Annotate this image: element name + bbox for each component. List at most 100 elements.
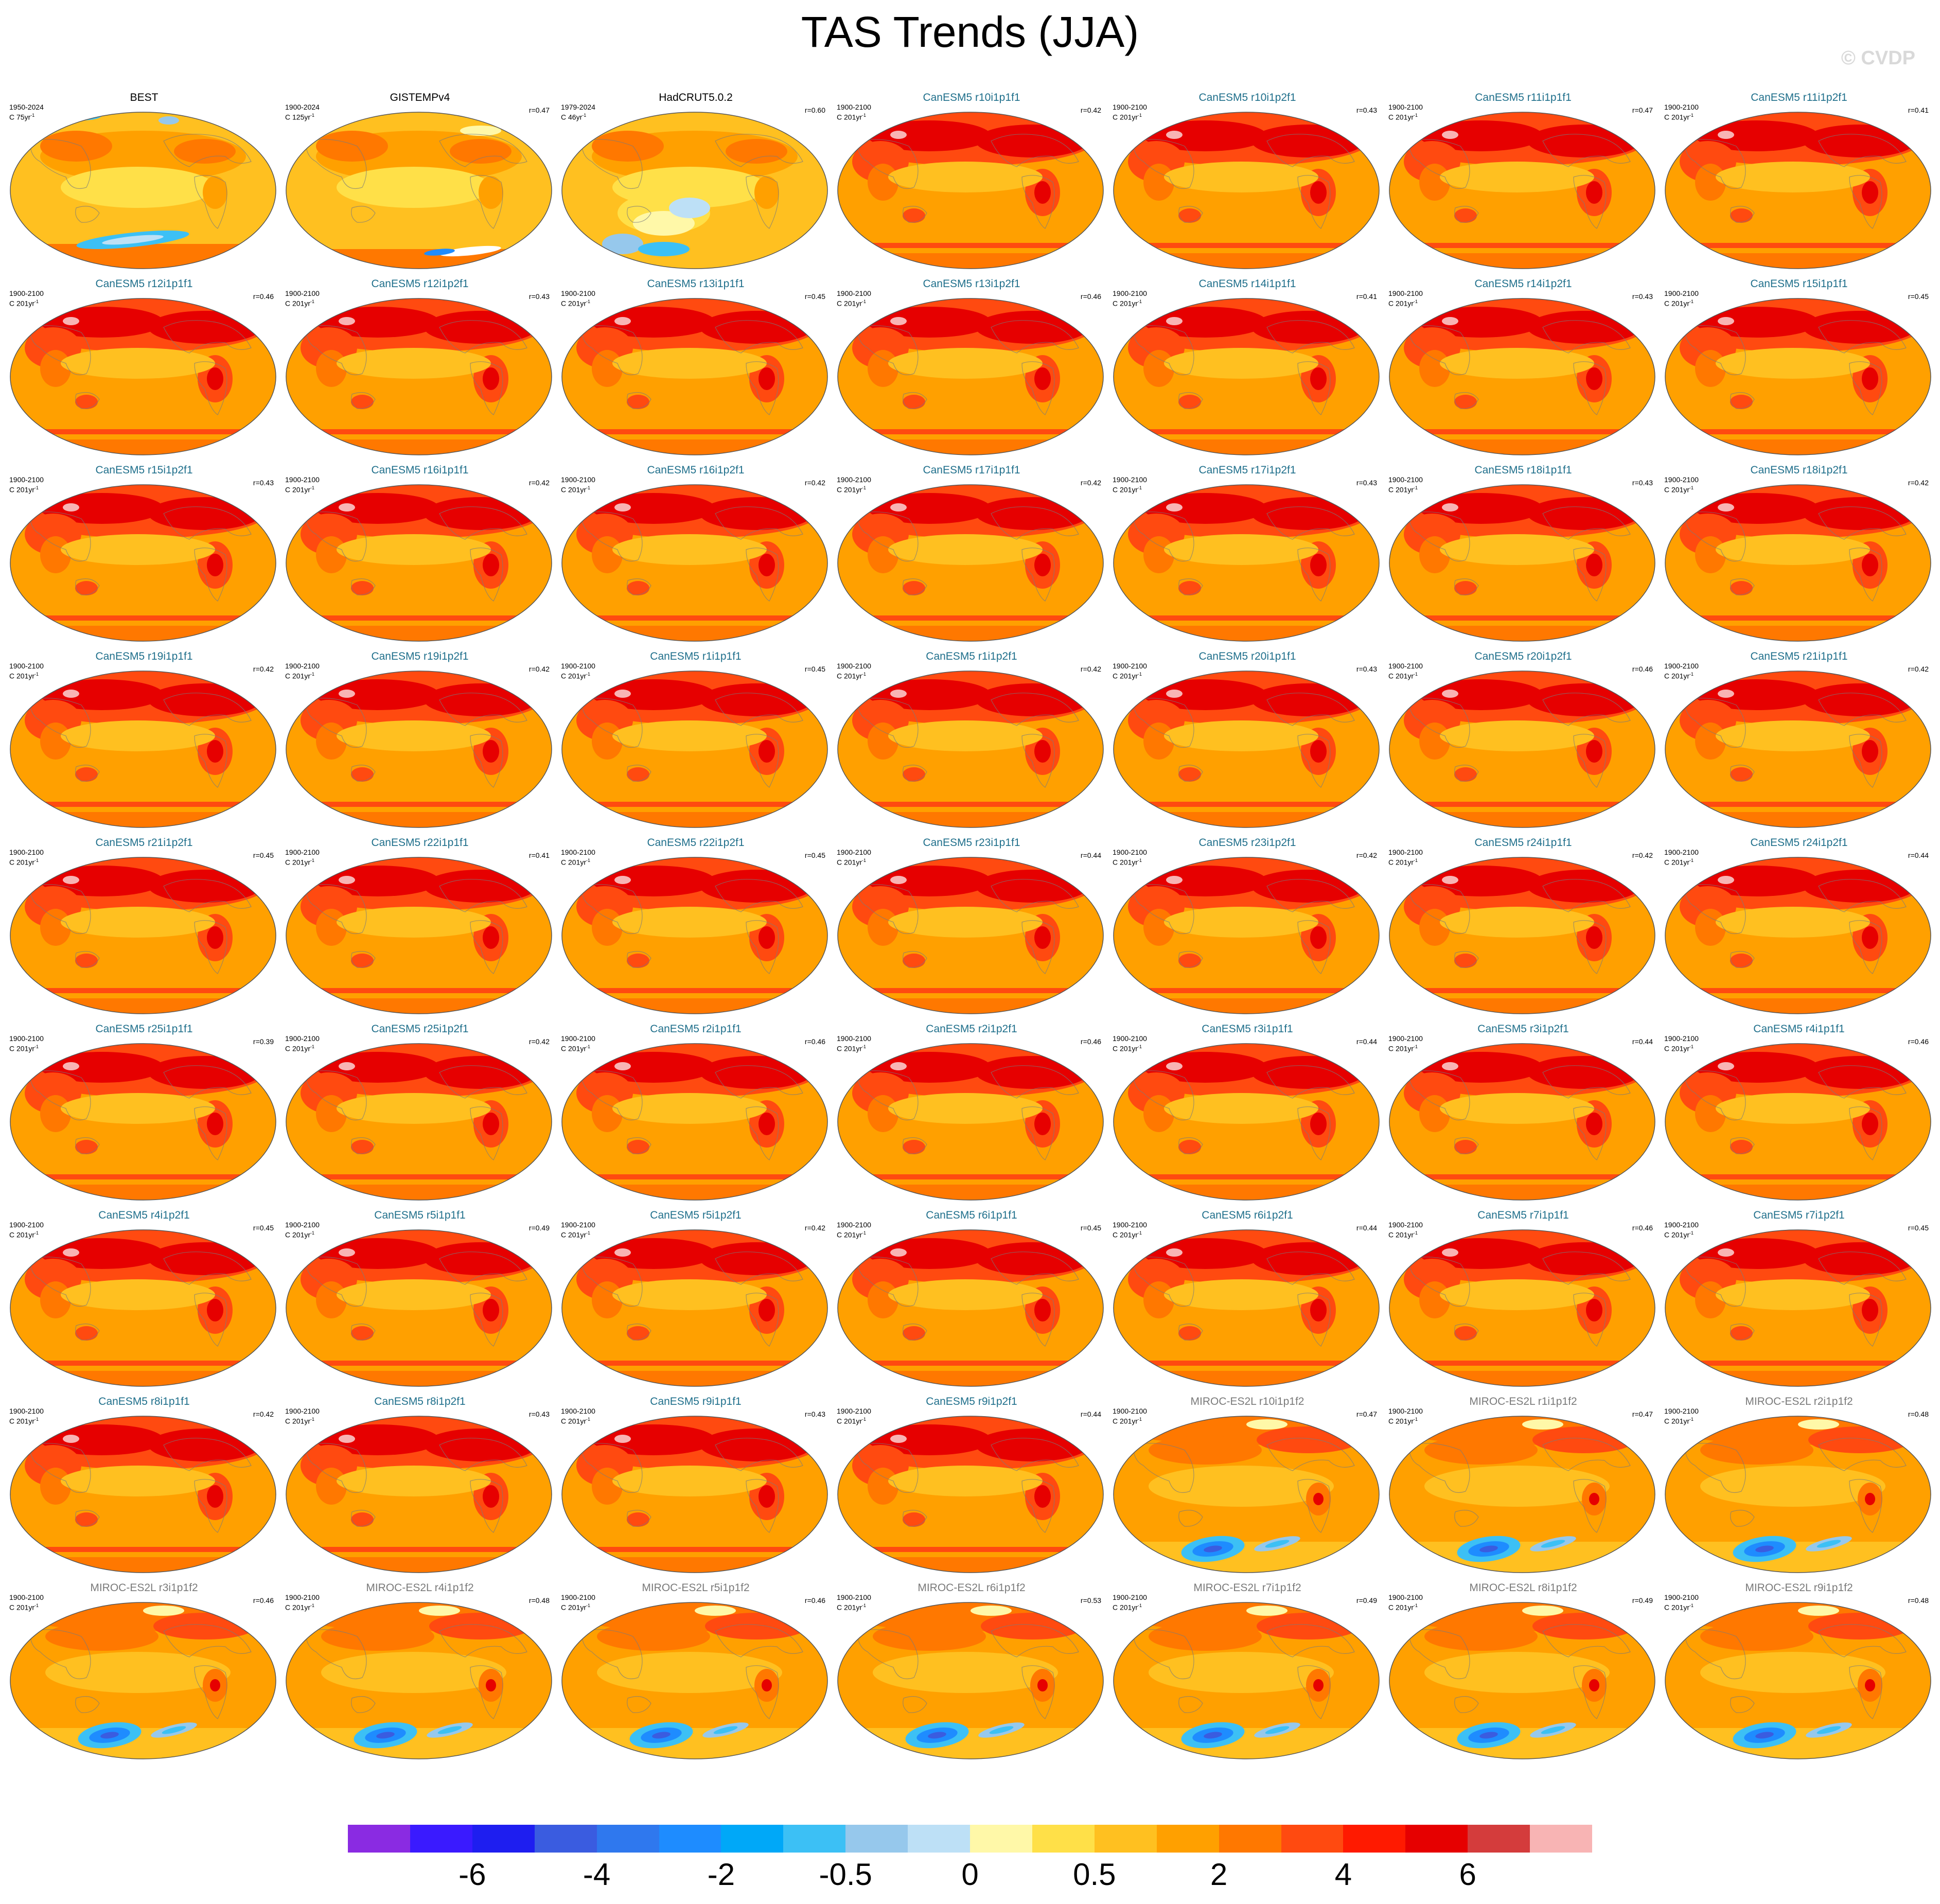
panel-period: 1900-2100 C 201yr-1 (1664, 1034, 1699, 1053)
panel-period-years: 1900-2100 (837, 103, 871, 111)
trend-map (837, 1416, 1104, 1573)
panel-period: 1979-2024 C 46yr-1 (561, 103, 595, 121)
panel-title: CanESM5 r4i1p1f1 (1753, 1023, 1845, 1035)
panel-period: 1900-2100 C 201yr-1 (837, 662, 871, 680)
trend-map (1389, 1043, 1655, 1201)
trend-map (286, 1043, 552, 1201)
trend-map (1665, 1229, 1931, 1387)
panel-correlation: r=0.46 (1632, 665, 1653, 673)
panel-units-text: C 201yr (9, 485, 35, 494)
panel-period-years: 1900-2100 (837, 289, 871, 297)
trend-map (1113, 1043, 1380, 1201)
map-panel: CanESM5 r16i1p2f1 1900-2100 C 201yr-1 r=0.4… (558, 464, 834, 650)
map-panel: CanESM5 r15i1p1f1 1900-2100 C 201yr-1 r=0.4… (1661, 278, 1937, 464)
panel-units-exponent: -1 (1689, 299, 1694, 304)
panel-title: CanESM5 r17i1p1f1 (923, 464, 1020, 476)
panel-units-exponent: -1 (586, 485, 591, 490)
panel-period-years: 1900-2100 (285, 1407, 320, 1415)
panel-correlation: r=0.47 (1632, 1410, 1653, 1418)
panel-units-text: C 201yr (285, 1417, 311, 1425)
map-panel: CanESM5 r17i1p1f1 1900-2100 C 201yr-1 r=0.4… (834, 464, 1109, 650)
panel-correlation: r=0.45 (804, 292, 825, 301)
panel-units-exponent: -1 (862, 113, 867, 118)
trend-map (286, 484, 552, 642)
trend-map (837, 112, 1104, 269)
panel-correlation: r=0.43 (804, 1410, 825, 1418)
map-panel: MIROC-ES2L r4i1p1f2 1900-2100 C 201yr-1 r=0… (282, 1582, 558, 1768)
panel-units-exponent: -1 (586, 1603, 591, 1608)
panel-units-exponent: -1 (310, 299, 315, 304)
panel-units-text: C 201yr (561, 858, 587, 867)
panel-units-exponent: -1 (1689, 1044, 1694, 1049)
panel-units-text: C 201yr (9, 672, 35, 680)
panel-period: 1900-2100 C 201yr-1 (285, 475, 320, 494)
map-panel: CanESM5 r18i1p2f1 1900-2100 C 201yr-1 r=0.4… (1661, 464, 1937, 650)
panel-period: 1900-2100 C 201yr-1 (285, 1221, 320, 1239)
panel-period-years: 1950-2024 (9, 103, 44, 111)
panel-correlation: r=0.46 (1080, 292, 1101, 301)
trend-map (10, 298, 276, 455)
map-panel: CanESM5 r2i1p1f1 1900-2100 C 201yr-1 r=0.46 (558, 1023, 834, 1209)
panel-period-years: 1900-2100 (1388, 662, 1423, 670)
panel-period-years: 1900-2100 (1664, 1407, 1699, 1415)
trend-map (1665, 298, 1931, 455)
panel-units-text: C 201yr (1388, 1603, 1414, 1612)
panel-title: CanESM5 r1i1p1f1 (650, 650, 742, 662)
panel-title: CanESM5 r20i1p1f1 (1198, 650, 1296, 662)
panel-units-text: C 201yr (1113, 1417, 1138, 1425)
panel-period-years: 1900-2100 (1113, 1034, 1147, 1043)
colorbar-swatch (659, 1825, 721, 1853)
panel-period-years: 1900-2100 (9, 662, 44, 670)
trend-map (561, 1416, 828, 1573)
panel-units: C 125yr-1 (285, 111, 320, 121)
map-panel: CanESM5 r14i1p1f1 1900-2100 C 201yr-1 r=0.4… (1109, 278, 1385, 464)
panel-correlation: r=0.47 (1356, 1410, 1377, 1418)
panel-period: 1900-2100 C 201yr-1 (285, 662, 320, 680)
panel-title: CanESM5 r3i1p1f1 (1202, 1023, 1293, 1035)
panel-correlation: r=0.42 (528, 1037, 550, 1046)
panel-units-text: C 201yr (9, 1417, 35, 1425)
panel-units: C 201yr-1 (285, 484, 320, 494)
panel-units-text: C 201yr (1664, 485, 1690, 494)
colorbar-swatch (970, 1825, 1033, 1853)
panel-period: 1900-2100 C 201yr-1 (285, 289, 320, 308)
panel-units-exponent: -1 (1689, 672, 1694, 677)
map-panel: CanESM5 r23i1p1f1 1900-2100 C 201yr-1 r=0.4… (834, 837, 1109, 1023)
map-panel: CanESM5 r24i1p2f1 1900-2100 C 201yr-1 r=0.4… (1661, 837, 1937, 1023)
panel-units: C 201yr-1 (9, 1415, 44, 1425)
panel-period: 1900-2100 C 201yr-1 (837, 848, 871, 867)
trend-map (561, 1229, 828, 1387)
panel-units: C 201yr-1 (285, 1601, 320, 1612)
panel-period-years: 1900-2100 (1388, 1034, 1423, 1043)
trend-map (561, 1602, 828, 1759)
trend-map (1113, 484, 1380, 642)
map-panel: CanESM5 r3i1p2f1 1900-2100 C 201yr-1 r=0.44 (1385, 1023, 1661, 1209)
panel-units-exponent: -1 (1414, 1044, 1418, 1049)
panel-units-text: C 201yr (561, 1603, 587, 1612)
panel-units: C 201yr-1 (837, 856, 871, 867)
panel-units-exponent: -1 (1689, 858, 1694, 863)
trend-map (1665, 1043, 1931, 1201)
colorbar-tick-label: -6 (458, 1857, 486, 1892)
trend-map (837, 484, 1104, 642)
panel-correlation: r=0.49 (1356, 1596, 1377, 1605)
panel-period: 1950-2024 C 75yr-1 (9, 103, 44, 121)
panel-units: C 201yr-1 (837, 484, 871, 494)
panel-units-exponent: -1 (310, 858, 315, 863)
panel-period: 1900-2100 C 201yr-1 (9, 1593, 44, 1612)
panel-correlation: r=0.46 (1908, 1037, 1929, 1046)
map-panel: CanESM5 r17i1p2f1 1900-2100 C 201yr-1 r=0.4… (1109, 464, 1385, 650)
panel-title: CanESM5 r23i1p1f1 (923, 837, 1020, 849)
panel-title: CanESM5 r8i1p1f1 (98, 1396, 190, 1407)
panel-units-text: C 201yr (9, 858, 35, 867)
panel-units-text: C 201yr (1113, 485, 1138, 494)
colorbar-swatch (1530, 1825, 1593, 1853)
map-panel: CanESM5 r12i1p1f1 1900-2100 C 201yr-1 r=0.4… (6, 278, 282, 464)
panel-correlation: r=0.45 (1908, 292, 1929, 301)
panel-units-exponent: -1 (1689, 1603, 1694, 1608)
trend-map (1389, 671, 1655, 828)
panel-period: 1900-2100 C 201yr-1 (285, 1407, 320, 1425)
panel-units: C 201yr-1 (1388, 1229, 1423, 1239)
panel-units-exponent: -1 (1138, 858, 1142, 863)
panel-units-text: C 201yr (285, 485, 311, 494)
